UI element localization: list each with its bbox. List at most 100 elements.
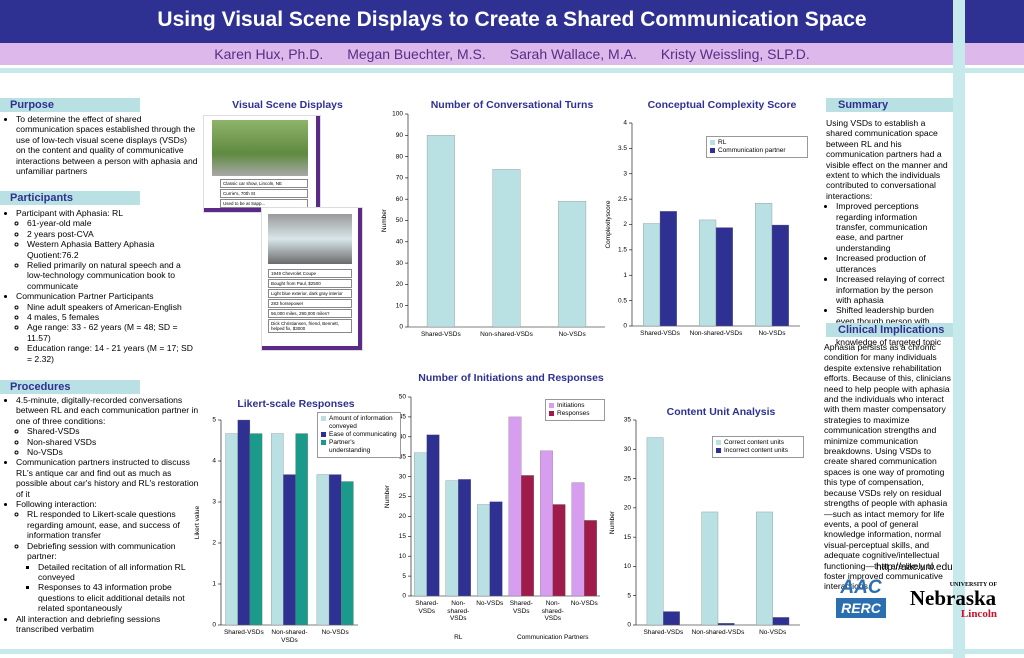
tag: 56,000 miles, 290,000 miles?	[268, 309, 352, 318]
bar	[476, 504, 490, 597]
y-tick-label: 45	[399, 414, 407, 421]
author: Megan Buechter, M.S.	[347, 46, 486, 62]
tag: Light blue exterior, dark gray interior	[268, 289, 352, 298]
y-tick-label: 20	[399, 513, 407, 520]
text: Following interaction:	[16, 499, 97, 510]
bar	[458, 479, 472, 597]
logo-text: Lincoln	[960, 608, 997, 620]
text: Communication Partner Participants	[16, 291, 154, 302]
bar	[521, 475, 535, 597]
bar	[715, 227, 733, 327]
bar	[717, 623, 735, 626]
y-tick-label: 4	[623, 120, 627, 127]
tag: Currie's, 70th St	[220, 189, 308, 198]
y-tick-label: 60	[396, 196, 404, 203]
bullet: Communication Partner Participants Nine …	[16, 291, 198, 364]
tags: 1949 Chevrolet Coupe Bought from Paul, $2…	[268, 268, 352, 334]
bar	[699, 219, 717, 327]
tag: Classic car show, Lincoln, NE	[220, 179, 308, 188]
tag: Bought from Paul, $2500	[268, 279, 352, 288]
bullet: Non-shared VSDs	[27, 437, 202, 447]
y-tick-label: 0.5	[618, 297, 627, 304]
bullet: Western Aphasia Battery Aphasia Quotient…	[27, 239, 198, 260]
chart-title: Number of Initiations and Responses	[418, 372, 604, 384]
author: Sarah Wallace, M.A.	[509, 46, 637, 62]
author: Karen Hux, Ph.D.	[214, 46, 324, 62]
bar	[225, 433, 238, 626]
logo: AAC RERC	[836, 578, 886, 624]
bullet: Increased relaying of correct informatio…	[836, 274, 950, 305]
bullet: 61-year-old male	[27, 218, 198, 228]
logo-text: AAC	[840, 577, 882, 598]
y-axis-label: Number	[381, 208, 388, 232]
section-heading: Procedures	[0, 380, 140, 394]
scene-card: Classic car show, Lincoln, NE Currie's, 7…	[204, 116, 320, 212]
tags: Classic car show, Lincoln, NE Currie's, 7…	[220, 178, 308, 209]
bar	[341, 481, 354, 626]
y-tick-label: 15	[624, 534, 632, 541]
bar	[552, 504, 566, 597]
y-tick-label: 35	[399, 453, 407, 460]
bullet: Increased production of utterances	[836, 253, 950, 274]
logo-text: RERC	[836, 598, 886, 618]
tag: 283 horsepower	[268, 299, 352, 308]
y-tick-label: 3.5	[618, 145, 627, 152]
chart-title: Likert-scale Responses	[237, 398, 354, 410]
y-tick-label: 5	[212, 417, 216, 424]
text: Participant with Aphasia: RL	[16, 208, 124, 218]
bar	[643, 223, 661, 327]
section-heading: Purpose	[0, 98, 140, 112]
stripe	[0, 68, 1024, 73]
section-heading: Clinical Implications	[826, 323, 953, 337]
y-tick-label: 5	[402, 573, 406, 580]
bullet: To determine the effect of shared commun…	[16, 114, 198, 176]
y-tick-label: 1	[623, 272, 627, 279]
bullet: Responses to 43 information probe questi…	[38, 582, 202, 613]
stripe	[953, 0, 965, 658]
bar	[492, 169, 521, 328]
bullet: All interaction and debriefing sessions …	[16, 614, 202, 635]
tag: 1949 Chevrolet Coupe	[268, 269, 352, 278]
y-tick-label: 4	[212, 458, 216, 465]
participants-text: Participant with Aphasia: RL 61-year-old…	[6, 208, 198, 364]
bar	[701, 511, 719, 626]
y-tick-label: 30	[624, 446, 632, 453]
y-tick-label: 2	[623, 221, 627, 228]
bar	[508, 416, 522, 597]
chart-title: Number of Conversational Turns	[431, 99, 594, 111]
tag: Used to be at Sapp...	[220, 199, 308, 208]
bar	[283, 474, 296, 626]
procedures-text: 4.5-minute, digitally-recorded conversat…	[6, 395, 202, 634]
bar	[571, 482, 585, 597]
y-tick-label: 25	[624, 475, 632, 482]
bar	[316, 474, 330, 626]
y-tick-label: 90	[396, 132, 404, 139]
scene-card: 1949 Chevrolet Coupe Bought from Paul, $2…	[262, 208, 362, 350]
y-tick-label: 3	[623, 170, 627, 177]
section-title: Visual Scene Displays	[232, 99, 343, 111]
header-band	[0, 0, 1024, 43]
y-axis-label: Likert value	[194, 506, 201, 540]
stripe	[0, 649, 1024, 654]
bar	[426, 135, 455, 328]
y-tick-label: 0	[627, 622, 631, 629]
bullet: 2 years post-CVA	[27, 229, 198, 239]
section-heading: Summary	[826, 98, 953, 112]
clinical-text: Aphasia persists as a chronic condition …	[824, 342, 951, 592]
y-tick-label: 50	[396, 217, 404, 224]
bullet: No-VSDs	[27, 447, 202, 457]
text: Debriefing session with communication pa…	[27, 540, 176, 562]
bar	[426, 434, 440, 597]
chart-title: Conceptual Complexity Score	[648, 99, 797, 111]
y-tick-label: 30	[396, 260, 404, 267]
bullet: Detailed recitation of all information R…	[38, 562, 202, 583]
logo-text: UNIVERSITY OF	[949, 582, 997, 588]
y-tick-label: 0	[212, 622, 216, 629]
photo	[268, 214, 352, 264]
tag: Dick Christiansen, friend, Bennett, help…	[268, 319, 352, 333]
y-axis-label: Number	[384, 484, 391, 508]
bullet: 4 males, 5 females	[27, 312, 198, 322]
bar	[659, 211, 677, 327]
bar	[771, 224, 789, 327]
y-axis-label: Number	[609, 510, 616, 534]
